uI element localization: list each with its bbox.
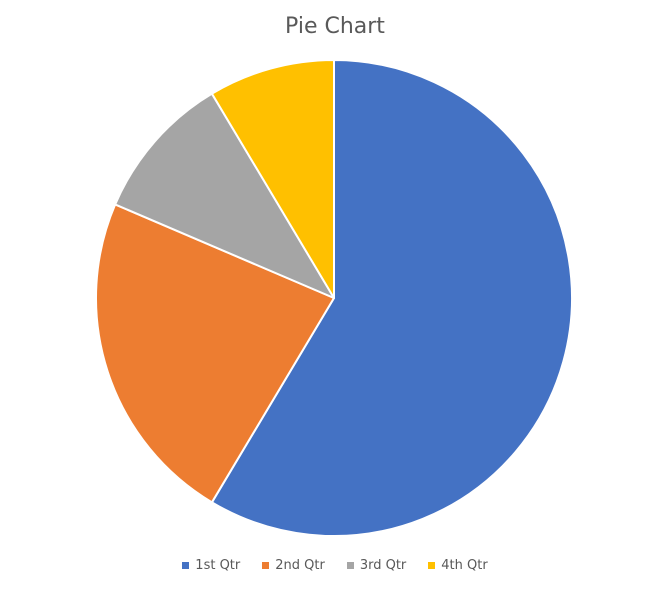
legend-label-1st-qtr: 1st Qtr — [195, 558, 241, 573]
legend: 1st Qtr 2nd Qtr 3rd Qtr 4th Qtr — [0, 558, 670, 573]
legend-item-4th-qtr: 4th Qtr — [428, 558, 488, 573]
legend-item-1st-qtr: 1st Qtr — [182, 558, 240, 573]
legend-label-2nd-qtr: 2nd Qtr — [275, 558, 325, 573]
legend-item-3rd-qtr: 3rd Qtr — [346, 558, 407, 573]
legend-label-3rd-qtr: 3rd Qtr — [359, 558, 407, 573]
chart-title: Pie Chart — [285, 14, 385, 39]
pie-slice-1st-qtr — [210, 59, 573, 537]
legend-swatch-1st-qtr — [182, 562, 190, 569]
legend-label-4th-qtr: 4th Qtr — [441, 558, 488, 573]
legend-swatch-3rd-qtr — [346, 562, 354, 569]
pie-slice-2nd-qtr — [95, 203, 335, 504]
pie-slice-4th-qtr — [210, 59, 335, 299]
pie-slice-3rd-qtr — [114, 92, 335, 299]
legend-swatch-2nd-qtr — [262, 562, 270, 569]
legend-item-2nd-qtr: 2nd Qtr — [262, 558, 325, 573]
legend-swatch-4th-qtr — [428, 562, 436, 569]
